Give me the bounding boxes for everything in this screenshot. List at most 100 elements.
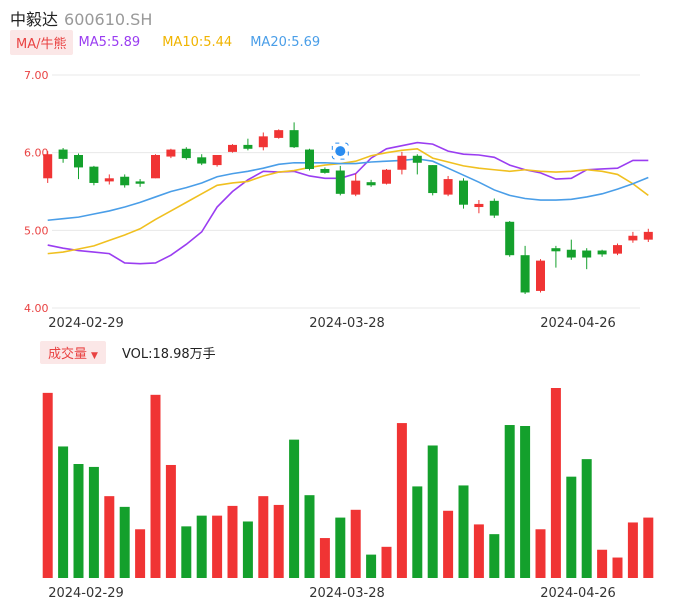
candle [228, 144, 237, 153]
volume-bar [165, 464, 176, 578]
candle [120, 174, 130, 188]
candle-body [428, 165, 438, 194]
volume-bar [104, 496, 115, 578]
candle [197, 154, 207, 166]
volume-indicator-button[interactable]: 成交量 ▼ [40, 340, 106, 364]
ma-indicator-button[interactable]: MA/牛熊 [10, 29, 73, 55]
volume-bar [289, 439, 300, 578]
candle [212, 154, 222, 167]
volume-x-tick-label: 2024-04-26 [540, 586, 616, 601]
x-tick-label: 2024-04-26 [540, 316, 616, 331]
volume-x-tick-label: 2024-02-29 [48, 586, 124, 601]
volume-bar [473, 524, 484, 578]
candle-body [181, 148, 191, 159]
candle [412, 154, 422, 175]
candle-body [197, 157, 207, 164]
candle-body [89, 166, 99, 183]
candle [151, 154, 160, 179]
candle [289, 122, 299, 149]
candle-body [566, 249, 576, 258]
volume-x-tick-label: 2024-03-28 [309, 586, 385, 601]
candle-body [351, 180, 361, 195]
ma-line-ma20 [47, 158, 649, 222]
candle [166, 148, 176, 159]
candle [274, 129, 284, 139]
volume-bar [381, 546, 392, 578]
candle-body [643, 231, 653, 240]
candle [366, 179, 376, 187]
candle-body [212, 154, 222, 166]
volume-bar [535, 529, 546, 578]
ma20-label: MA20:5.69 [250, 34, 321, 50]
volume-bar [304, 495, 315, 578]
candle-body [305, 149, 314, 169]
volume-bar [212, 515, 223, 578]
volume-bar [520, 426, 531, 578]
candle [474, 200, 484, 214]
candle [597, 249, 607, 257]
candle-body [74, 154, 83, 168]
candle [536, 259, 545, 293]
y-tick-label: 7.00 [24, 69, 49, 82]
x-tick-label: 2024-03-28 [309, 316, 385, 331]
candle-body [397, 155, 407, 170]
candle [505, 221, 515, 257]
candle-body [382, 169, 391, 184]
ma-line-ma10 [47, 147, 649, 255]
stock-name: 中毅达 [10, 10, 59, 29]
candle-body [289, 130, 299, 148]
candle [320, 167, 330, 174]
candle [628, 231, 638, 243]
volume-bar [412, 486, 423, 578]
candle [305, 148, 314, 171]
candle-body [243, 144, 253, 149]
x-tick-label: 2024-02-29 [48, 316, 124, 331]
candle [489, 198, 499, 218]
candle [443, 175, 453, 197]
candle-body [228, 144, 237, 152]
volume-bar [42, 392, 53, 578]
candle [135, 179, 145, 187]
candle-body [628, 235, 638, 241]
ma-legend: MA/牛熊 MA5:5.89 MA10:5.44 MA20:5.69 [10, 29, 321, 55]
volume-bar [489, 534, 500, 578]
volume-bar [319, 538, 330, 578]
candle [89, 165, 99, 186]
volume-bar [366, 554, 377, 578]
candle-body [120, 176, 130, 186]
volume-bar [550, 388, 561, 578]
candle-body [474, 203, 484, 208]
volume-bar [627, 522, 638, 578]
candle-body [597, 250, 607, 255]
candle [428, 165, 438, 196]
candle [104, 174, 114, 185]
candle-body [258, 136, 268, 148]
stock-title: 中毅达 600610.SH [10, 6, 152, 30]
volume-bar [242, 521, 253, 578]
volume-bar [258, 496, 269, 578]
candle [382, 168, 391, 185]
volume-bar [427, 445, 438, 578]
candle-body [58, 149, 68, 159]
candle [43, 151, 53, 183]
event-marker-icon [331, 142, 349, 160]
candle [643, 228, 653, 242]
candle-body [582, 250, 592, 258]
volume-bar [227, 505, 238, 578]
candle [566, 239, 576, 260]
candle-body [274, 130, 284, 138]
candle-body [505, 221, 515, 256]
volume-bar [88, 466, 99, 578]
candle-body [489, 200, 499, 216]
candle-body [551, 248, 561, 252]
volume-bar [150, 394, 161, 578]
candle-body [43, 154, 53, 179]
candle [74, 153, 83, 180]
candle [351, 173, 361, 197]
candle-body [443, 179, 453, 195]
y-tick-label: 5.00 [24, 224, 49, 237]
candle-body [320, 168, 330, 173]
candle-body [412, 155, 422, 163]
volume-bar [504, 425, 515, 578]
